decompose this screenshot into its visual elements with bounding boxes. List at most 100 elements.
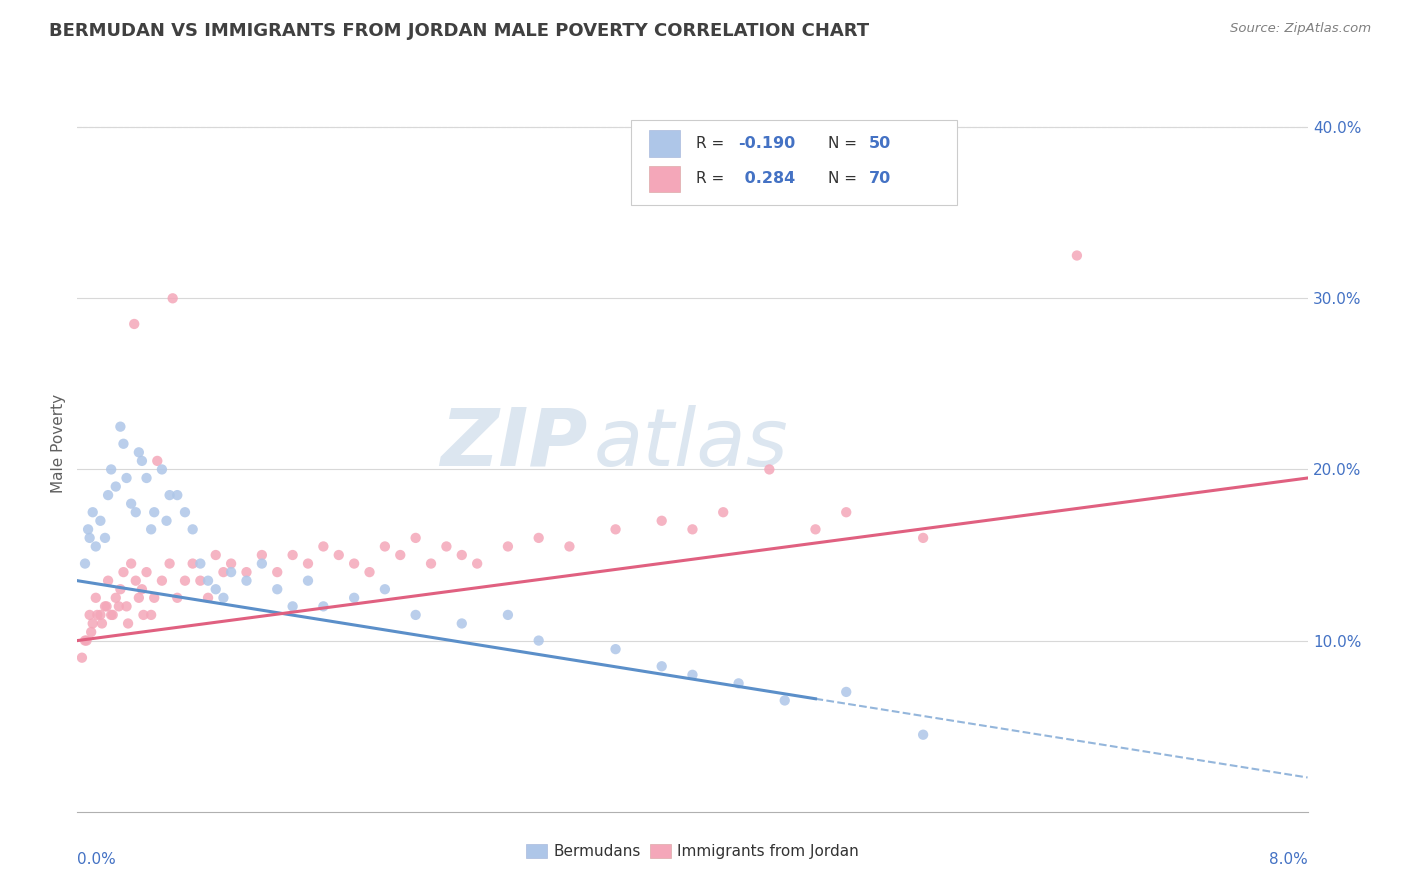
- Point: [141, 522, 163, 536]
- Point: [181, 522, 204, 536]
- Point: [100, 462, 122, 476]
- Point: [115, 599, 138, 614]
- Point: [89, 607, 111, 622]
- Point: [436, 540, 458, 554]
- Text: 8.0%: 8.0%: [1268, 852, 1308, 867]
- Point: [312, 599, 335, 614]
- Text: 70: 70: [869, 171, 890, 186]
- Point: [112, 565, 135, 579]
- Text: 0.284: 0.284: [740, 171, 796, 186]
- Point: [496, 607, 519, 622]
- Point: [125, 505, 148, 519]
- Text: -0.190: -0.190: [738, 136, 796, 151]
- Point: [90, 616, 114, 631]
- Point: [159, 557, 181, 571]
- Point: [110, 419, 132, 434]
- Point: [104, 591, 127, 605]
- Point: [219, 565, 242, 579]
- FancyBboxPatch shape: [631, 120, 957, 204]
- Point: [727, 676, 749, 690]
- Point: [235, 565, 257, 579]
- Text: N =: N =: [828, 171, 862, 186]
- Point: [558, 540, 581, 554]
- Point: [374, 582, 396, 597]
- Text: Source: ZipAtlas.com: Source: ZipAtlas.com: [1230, 22, 1371, 36]
- Point: [328, 548, 350, 562]
- Point: [97, 488, 120, 502]
- Point: [135, 565, 157, 579]
- Point: [94, 599, 117, 614]
- Point: [343, 591, 366, 605]
- Point: [281, 548, 304, 562]
- Point: [212, 591, 235, 605]
- Point: [112, 436, 135, 450]
- Point: [122, 317, 145, 331]
- Point: [125, 574, 148, 588]
- Point: [82, 505, 104, 519]
- Point: [128, 591, 150, 605]
- Point: [773, 693, 796, 707]
- Point: [131, 582, 153, 597]
- Point: [100, 607, 122, 622]
- Point: [143, 505, 166, 519]
- Point: [527, 531, 550, 545]
- FancyBboxPatch shape: [650, 130, 681, 157]
- Point: [605, 522, 627, 536]
- Point: [682, 668, 704, 682]
- Point: [77, 522, 100, 536]
- Point: [219, 557, 242, 571]
- Point: [835, 685, 858, 699]
- Point: [94, 531, 117, 545]
- Point: [115, 471, 138, 485]
- Point: [651, 659, 673, 673]
- Point: [104, 479, 127, 493]
- Point: [131, 454, 153, 468]
- Point: [166, 591, 188, 605]
- Text: atlas: atlas: [595, 405, 789, 483]
- Point: [450, 548, 472, 562]
- Point: [343, 557, 366, 571]
- Point: [162, 291, 184, 305]
- Point: [204, 582, 226, 597]
- Point: [117, 616, 139, 631]
- Point: [97, 574, 120, 588]
- Point: [155, 514, 177, 528]
- Point: [266, 582, 288, 597]
- Point: [804, 522, 827, 536]
- Point: [76, 633, 98, 648]
- Point: [420, 557, 443, 571]
- Point: [758, 462, 780, 476]
- Point: [84, 591, 107, 605]
- Point: [150, 462, 173, 476]
- Point: [86, 607, 108, 622]
- Point: [159, 488, 181, 502]
- Point: [108, 599, 131, 614]
- Point: [527, 633, 550, 648]
- Point: [188, 557, 212, 571]
- Point: [79, 607, 101, 622]
- Point: [143, 591, 166, 605]
- Point: [101, 607, 124, 622]
- Point: [465, 557, 488, 571]
- Point: [174, 505, 197, 519]
- Text: 0.0%: 0.0%: [77, 852, 117, 867]
- Text: BERMUDAN VS IMMIGRANTS FROM JORDAN MALE POVERTY CORRELATION CHART: BERMUDAN VS IMMIGRANTS FROM JORDAN MALE …: [49, 22, 869, 40]
- Legend: Bermudans, Immigrants from Jordan: Bermudans, Immigrants from Jordan: [526, 844, 859, 859]
- Point: [135, 471, 157, 485]
- Point: [197, 574, 219, 588]
- Point: [166, 488, 188, 502]
- Point: [204, 548, 226, 562]
- FancyBboxPatch shape: [650, 166, 681, 192]
- Point: [297, 574, 319, 588]
- Point: [389, 548, 412, 562]
- Point: [150, 574, 173, 588]
- Point: [110, 582, 132, 597]
- Point: [235, 574, 257, 588]
- Point: [912, 728, 935, 742]
- Point: [405, 607, 427, 622]
- Point: [70, 650, 93, 665]
- Point: [266, 565, 288, 579]
- Point: [496, 540, 519, 554]
- Point: [711, 505, 734, 519]
- Point: [651, 514, 673, 528]
